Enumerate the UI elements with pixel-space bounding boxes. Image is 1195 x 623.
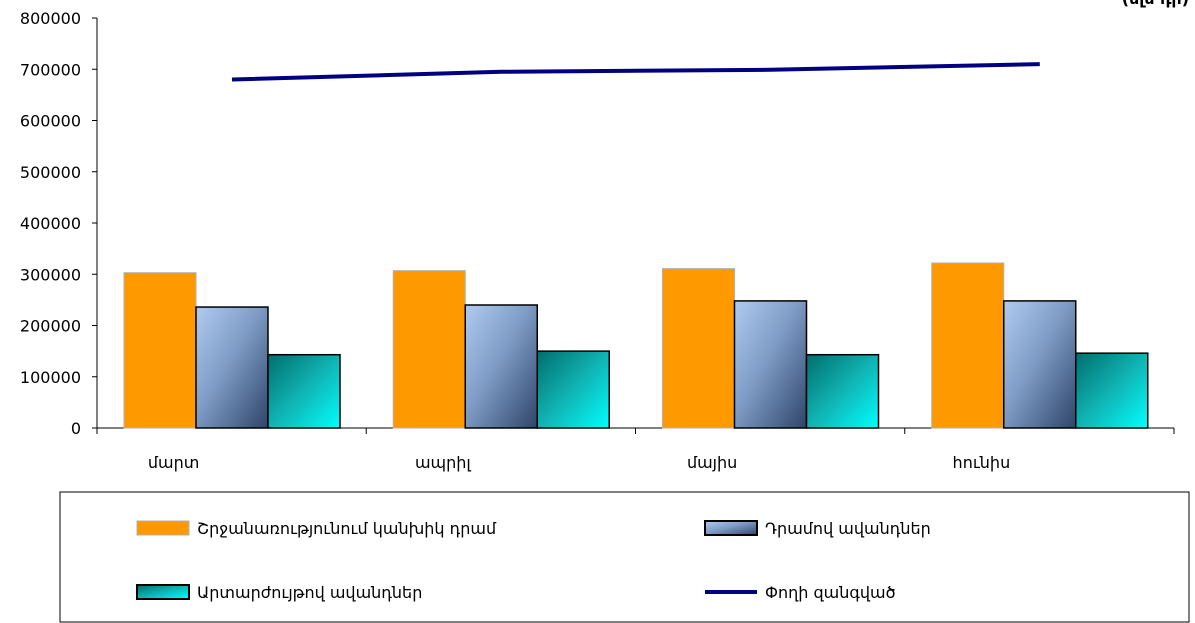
bar-series-1	[123, 272, 197, 429]
legend-swatch	[136, 520, 190, 536]
plot-area: 0 100000 200000 300000 400000 500000 600000 700…	[20, 9, 1175, 472]
bar-series-1	[931, 262, 1005, 429]
bar-series-2	[464, 304, 538, 429]
y-tick-label: 500000	[20, 163, 81, 182]
legend-swatch	[704, 520, 758, 536]
bar-series-3	[805, 353, 880, 429]
legend: Շրջանառությունում կանխիկ դրամ Դրամով ավան…	[59, 491, 1190, 623]
x-tick-label: ապրիլ	[415, 453, 471, 472]
bar-series-3	[267, 353, 341, 429]
legend-label: Դրամով ավանդներ	[765, 519, 931, 538]
y-tick-label: 400000	[20, 214, 81, 233]
bar-series-1	[662, 268, 735, 429]
bars	[123, 262, 1149, 429]
x-axis-ticks: մարտ ապրիլ մայիս հունիս	[96, 428, 1175, 472]
bar-series-1	[392, 270, 466, 429]
legend-label: Շրջանառությունում կանխիկ դրամ	[197, 519, 497, 538]
y-tick-label: 200000	[20, 317, 81, 336]
bar-series-2	[733, 300, 808, 429]
x-tick-label: մարտ	[148, 453, 199, 472]
corner-unit-label: (մլն դր)	[1122, 0, 1189, 8]
bar-series-3	[1075, 352, 1149, 429]
y-tick-label: 300000	[20, 265, 81, 284]
y-tick-label: 100000	[20, 368, 81, 387]
x-tick-label: հունիս	[953, 453, 1011, 472]
line-series	[231, 62, 1040, 82]
x-tick-label: մայիս	[687, 453, 737, 472]
legend-label: Արտարժույթով ավանդներ	[197, 583, 422, 602]
legend-frame	[59, 491, 1190, 623]
y-tick-label: 600000	[20, 112, 81, 131]
lines	[231, 62, 1040, 82]
bar-series-2	[195, 306, 269, 429]
y-tick-label: 800000	[20, 9, 81, 28]
y-tick-label: 0	[71, 419, 81, 438]
y-axis-ticks: 0 100000 200000 300000 400000 500000 600000 700…	[20, 9, 97, 438]
legend-label: Փողի զանգված	[765, 583, 896, 602]
bar-series-2	[1003, 300, 1077, 429]
bar-series-3	[536, 350, 610, 429]
legend-swatch	[136, 584, 190, 600]
y-tick-label: 700000	[20, 60, 81, 79]
